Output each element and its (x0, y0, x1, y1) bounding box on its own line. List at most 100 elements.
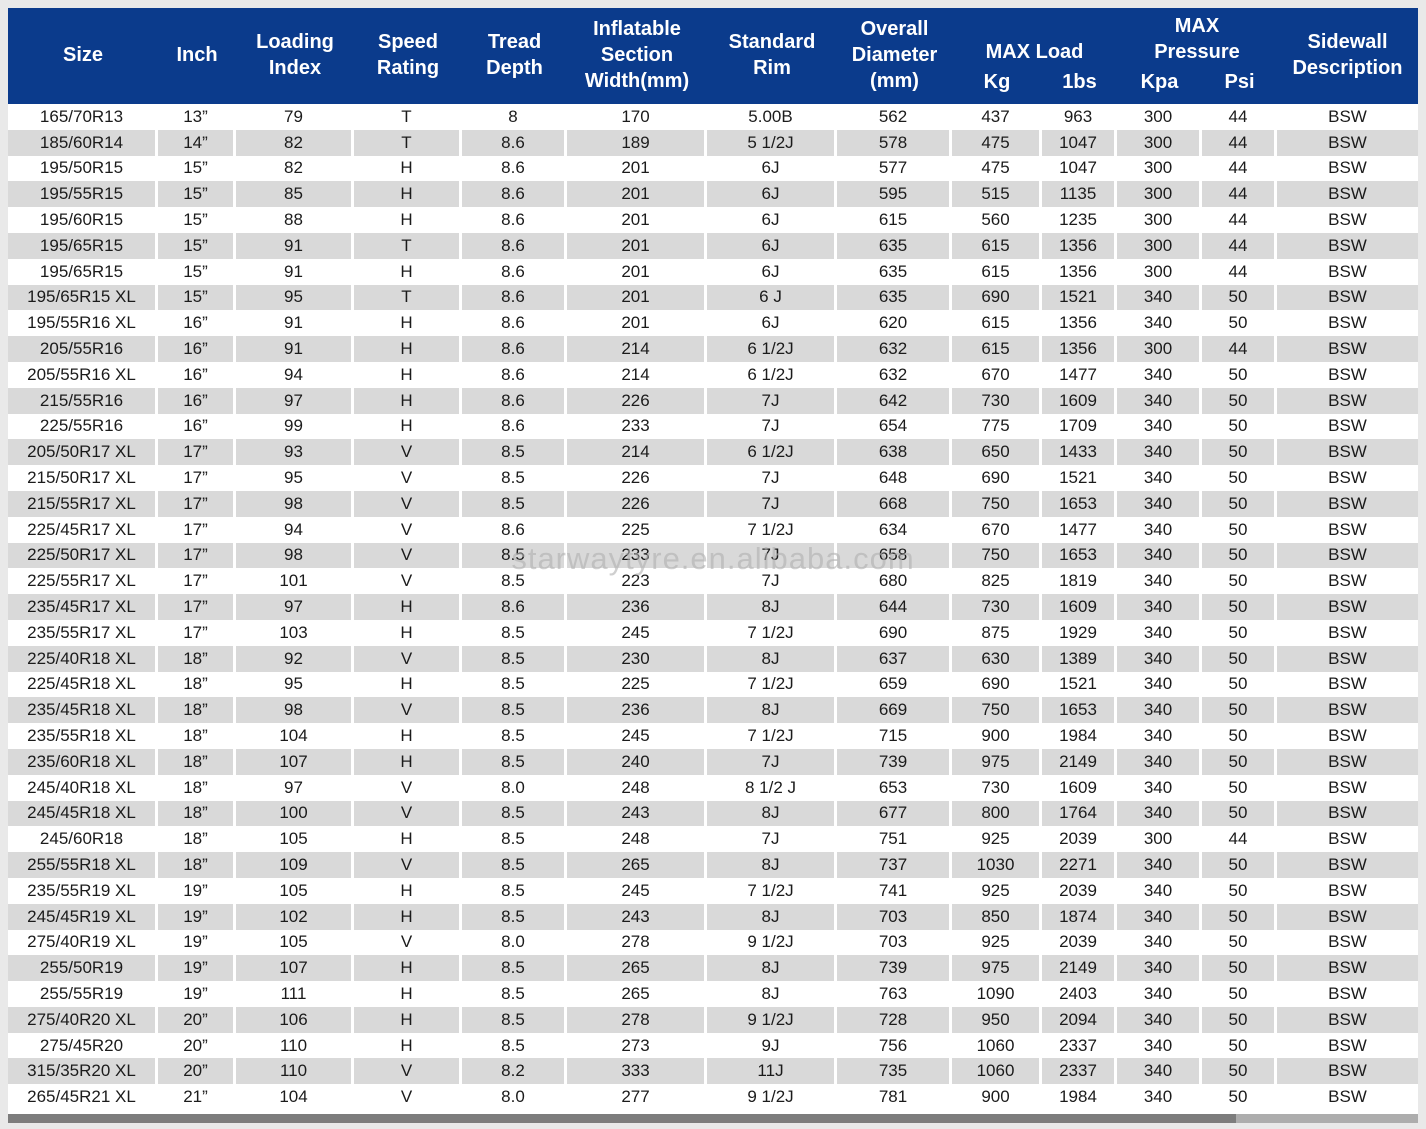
cell-size: 195/55R16 XL (8, 310, 158, 337)
cell-max_pressure_psi: 44 (1202, 104, 1277, 130)
cell-loading_index: 105 (236, 826, 354, 853)
cell-standard_rim: 7 1/2J (707, 877, 837, 904)
cell-speed_rating: H (354, 336, 462, 362)
cell-max_pressure_kpa: 340 (1117, 516, 1202, 543)
cell-size: 195/60R15 (8, 207, 158, 233)
cell-max_load_lbs: 2039 (1042, 877, 1117, 904)
cell-overall_diameter: 595 (837, 181, 952, 208)
cell-max_load_lbs: 1521 (1042, 465, 1117, 491)
cell-loading_index: 91 (236, 258, 354, 285)
cell-overall_diameter: 751 (837, 826, 952, 853)
cell-loading_index: 91 (236, 310, 354, 337)
header-sidewall-description: Sidewall Description (1292, 31, 1403, 79)
cell-size: 195/65R15 XL (8, 284, 158, 311)
cell-max_load_kg: 615 (952, 258, 1042, 285)
cell-tread_depth: 8.5 (462, 903, 567, 930)
cell-speed_rating: H (354, 258, 462, 285)
cell-inch: 18” (158, 774, 236, 801)
cell-size: 315/35R20 XL (8, 1058, 158, 1085)
cell-loading_index: 94 (236, 361, 354, 388)
cell-inch: 20” (158, 1006, 236, 1033)
table-row: 225/45R17 XL 17” 94 V 8.6 225 7 1/2J 634 670 1477… (8, 516, 1418, 543)
cell-max_load_kg: 475 (952, 129, 1042, 156)
cell-size: 235/55R19 XL (8, 877, 158, 904)
cell-speed_rating: V (354, 774, 462, 801)
cell-tread_depth: 8.5 (462, 748, 567, 775)
cell-standard_rim: 9 1/2J (707, 1084, 837, 1111)
cell-max_load_lbs: 1819 (1042, 568, 1117, 595)
table-row: 215/50R17 XL 17” 95 V 8.5 226 7J 648 690 1521 340 5… (8, 465, 1418, 491)
cell-speed_rating: V (354, 439, 462, 466)
cell-max_pressure_psi: 50 (1202, 1058, 1277, 1085)
cell-max_load_kg: 615 (952, 336, 1042, 362)
cell-max_load_lbs: 2149 (1042, 748, 1117, 775)
cell-max_load_lbs: 1653 (1042, 542, 1117, 569)
cell-inflatable_section_width: 201 (567, 232, 707, 259)
cell-max_pressure_psi: 50 (1202, 542, 1277, 569)
cell-overall_diameter: 703 (837, 903, 952, 930)
table-row: 195/60R15 15” 88 H 8.6 201 6J 615 560 1235 300 44 BS… (8, 207, 1418, 233)
cell-inflatable_section_width: 236 (567, 697, 707, 724)
cell-max_load_lbs: 1477 (1042, 516, 1117, 543)
cell-max_pressure_psi: 44 (1202, 232, 1277, 259)
cell-max_pressure_kpa: 300 (1117, 826, 1202, 853)
cell-inch: 17” (158, 490, 236, 517)
cell-sidewall_description: BSW (1328, 597, 1367, 617)
cell-max_load_lbs: 1609 (1042, 594, 1117, 620)
cell-overall_diameter: 562 (837, 104, 952, 130)
cell-inch: 18” (158, 671, 236, 698)
cell-overall_diameter: 659 (837, 671, 952, 698)
cell-max_load_lbs: 1356 (1042, 232, 1117, 259)
cell-tread_depth: 8.6 (462, 387, 567, 414)
cell-overall_diameter: 658 (837, 542, 952, 569)
cell-max_load_kg: 670 (952, 361, 1042, 388)
cell-max_load_kg: 630 (952, 645, 1042, 672)
cell-inflatable_section_width: 201 (567, 258, 707, 285)
cell-inflatable_section_width: 278 (567, 929, 707, 956)
cell-loading_index: 88 (236, 207, 354, 233)
cell-max_pressure_kpa: 340 (1117, 697, 1202, 724)
cell-standard_rim: 7J (707, 413, 837, 440)
cell-max_pressure_psi: 50 (1202, 516, 1277, 543)
cell-sidewall_description: BSW (1328, 261, 1367, 281)
cell-size: 195/65R15 (8, 232, 158, 259)
cell-tread_depth: 8.6 (462, 129, 567, 156)
cell-speed_rating: H (354, 413, 462, 440)
cell-sidewall_description: BSW (1328, 210, 1367, 230)
cell-loading_index: 98 (236, 542, 354, 569)
cell-speed_rating: V (354, 929, 462, 956)
cell-max_pressure_kpa: 340 (1117, 490, 1202, 517)
cell-max_load_lbs: 2094 (1042, 1006, 1117, 1033)
cell-max_pressure_kpa: 300 (1117, 104, 1202, 130)
cell-speed_rating: V (354, 465, 462, 491)
header-max-pressure: MAX Pressure (1154, 15, 1240, 63)
cell-speed_rating: H (354, 1032, 462, 1059)
cell-speed_rating: H (354, 981, 462, 1007)
cell-tread_depth: 8.0 (462, 929, 567, 956)
cell-max_pressure_psi: 50 (1202, 748, 1277, 775)
cell-max_load_kg: 750 (952, 490, 1042, 517)
cell-max_pressure_psi: 44 (1202, 155, 1277, 182)
table-row: 195/65R15 XL 15” 95 T 8.6 201 6 J 635 690 1521 340… (8, 284, 1418, 311)
cell-max_load_kg: 925 (952, 929, 1042, 956)
cell-max_pressure_psi: 50 (1202, 490, 1277, 517)
cell-inflatable_section_width: 226 (567, 490, 707, 517)
cell-inch: 19” (158, 877, 236, 904)
cell-loading_index: 110 (236, 1058, 354, 1085)
cell-tread_depth: 8.5 (462, 619, 567, 646)
cell-sidewall_description: BSW (1328, 958, 1367, 978)
cell-max_load_kg: 750 (952, 697, 1042, 724)
table-row: 195/65R15 15” 91 T 8.6 201 6J 635 615 1356 300 44 BS… (8, 232, 1418, 259)
cell-standard_rim: 6J (707, 155, 837, 182)
cell-max_pressure_kpa: 300 (1117, 129, 1202, 156)
cell-sidewall_description: BSW (1328, 648, 1367, 668)
cell-size: 225/40R18 XL (8, 645, 158, 672)
cell-max_pressure_psi: 50 (1202, 413, 1277, 440)
cell-overall_diameter: 632 (837, 336, 952, 362)
cell-overall_diameter: 737 (837, 852, 952, 878)
cell-inch: 16” (158, 387, 236, 414)
cell-inflatable_section_width: 243 (567, 800, 707, 827)
cell-loading_index: 93 (236, 439, 354, 466)
cell-size: 195/65R15 (8, 258, 158, 285)
cell-loading_index: 110 (236, 1032, 354, 1059)
